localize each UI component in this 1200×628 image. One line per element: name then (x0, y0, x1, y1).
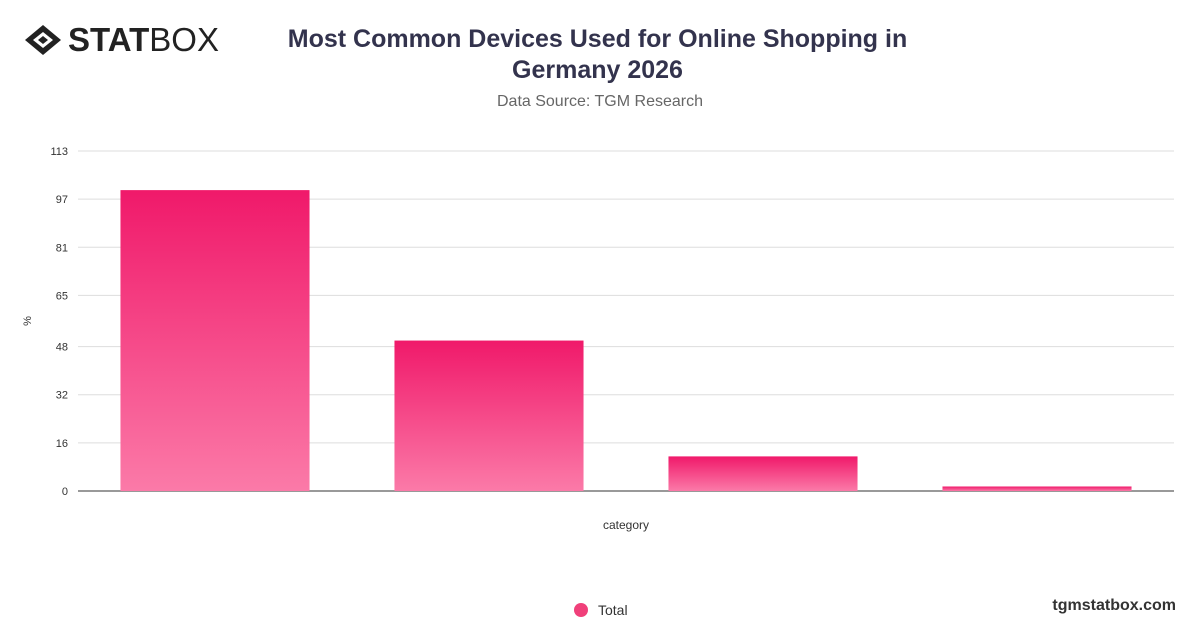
statbox-logo: STATBOX (24, 22, 219, 58)
legend-marker (574, 603, 588, 617)
bar-1[interactable] (120, 190, 310, 491)
bar-2[interactable] (394, 340, 584, 491)
bar-4[interactable] (942, 486, 1132, 491)
y-tick-label: 113 (50, 146, 68, 158)
y-tick-label: 65 (56, 290, 68, 302)
website-label: tgmstatbox.com (1052, 597, 1176, 614)
logo-light-text: BOX (149, 21, 219, 58)
x-axis-title: category (603, 518, 649, 532)
legend-label-total: Total (598, 602, 628, 618)
y-tick-label: 48 (56, 342, 68, 354)
logo-bold-text: STAT (68, 21, 150, 58)
y-axis-title: % (22, 316, 34, 326)
y-tick-label: 81 (56, 242, 68, 254)
y-tick-label: 0 (62, 486, 68, 498)
y-tick-label: 16 (56, 438, 68, 450)
y-tick-label: 32 (56, 390, 68, 402)
chart-title: Most Common Devices Used for Online Shop… (287, 25, 908, 84)
chart-subtitle: Data Source: TGM Research (496, 93, 703, 110)
logo-wordmark: STATBOX (68, 22, 219, 58)
y-tick-label: 97 (56, 194, 68, 206)
chart-legend[interactable]: Total (574, 602, 628, 618)
diamond-logo-icon (25, 25, 61, 55)
bar-3[interactable] (668, 456, 858, 491)
